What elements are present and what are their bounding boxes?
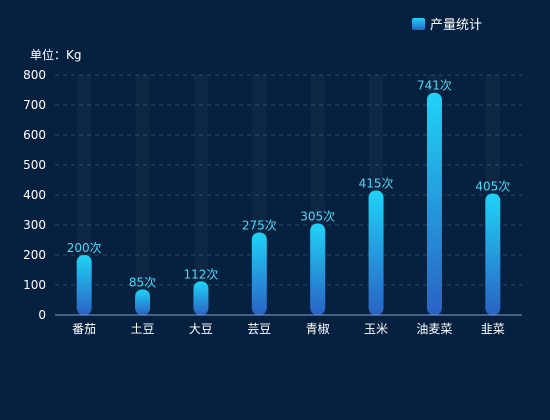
bar [193, 281, 209, 315]
unit-label: 单位：Kg [30, 47, 82, 62]
value-label: 415次 [359, 177, 394, 191]
x-tick-label: 青椒 [306, 322, 330, 336]
value-label: 405次 [475, 180, 510, 194]
bar [76, 255, 92, 315]
grid-lines [55, 74, 522, 286]
value-label: 305次 [300, 210, 335, 224]
y-tick-label: 800 [23, 68, 46, 82]
y-tick-label: 500 [23, 158, 46, 172]
bar [251, 232, 267, 315]
y-tick-label: 300 [23, 218, 46, 232]
x-tick-label: 韭菜 [481, 322, 505, 336]
x-tick-label: 玉米 [364, 322, 388, 336]
x-tick-label: 大豆 [189, 322, 213, 336]
y-tick-label: 600 [23, 128, 46, 142]
y-tick-label: 400 [23, 188, 46, 202]
bar [368, 190, 384, 315]
y-tick-label: 0 [38, 308, 46, 322]
bar [485, 193, 501, 315]
value-label: 275次 [242, 219, 277, 233]
bar [310, 223, 326, 315]
x-tick-label: 芸豆 [247, 322, 271, 336]
x-tick-label: 油麦菜 [416, 322, 452, 336]
x-tick-label: 土豆 [131, 322, 155, 336]
y-axis-tick-labels: 0 100 200 300 400 500 600 700 800 [23, 68, 46, 322]
legend-swatch [412, 18, 425, 30]
bar [135, 289, 151, 315]
y-tick-label: 200 [23, 248, 46, 262]
legend[interactable]: 产量统计 [412, 18, 482, 33]
value-label: 741次 [417, 79, 452, 93]
bar [426, 92, 442, 315]
x-axis-tick-labels: 番茄 土豆 大豆 芸豆 青椒 玉米 油麦菜 韭菜 [72, 322, 505, 336]
bars [76, 92, 501, 315]
x-tick-label: 番茄 [72, 322, 96, 336]
value-labels: 200次 85次 112次 275次 305次 415次 741次 405次 [67, 79, 511, 290]
value-label: 85次 [129, 276, 156, 290]
y-tick-label: 100 [23, 278, 46, 292]
value-label: 112次 [183, 267, 218, 281]
value-label: 200次 [67, 241, 102, 255]
y-tick-label: 700 [23, 98, 46, 112]
legend-label: 产量统计 [430, 18, 482, 33]
